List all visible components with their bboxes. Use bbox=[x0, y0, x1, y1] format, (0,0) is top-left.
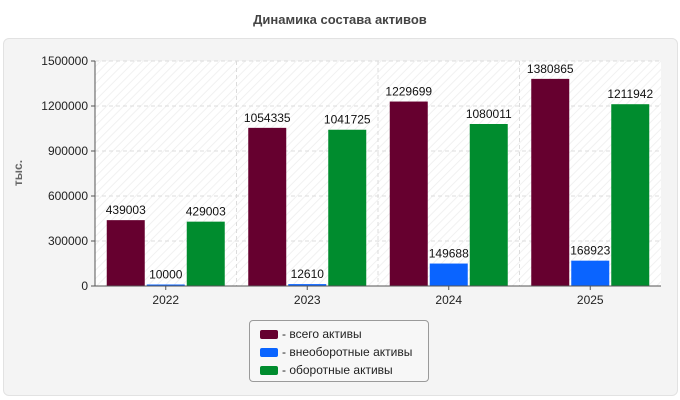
y-tick-label: 0 bbox=[81, 279, 88, 293]
bar-2023-series-2 bbox=[328, 129, 367, 286]
data-label: 429003 bbox=[186, 205, 226, 219]
data-label: 1229699 bbox=[385, 85, 432, 99]
x-tick-label: 2025 bbox=[577, 293, 604, 307]
bar-2022-series-1 bbox=[146, 284, 185, 286]
data-label: 10000 bbox=[149, 268, 183, 282]
bar-2024-series-1 bbox=[429, 263, 468, 286]
axes bbox=[94, 61, 661, 287]
legend-swatch-total bbox=[260, 329, 278, 339]
x-tick-label: 2024 bbox=[435, 293, 462, 307]
legend-swatch-current bbox=[260, 365, 278, 375]
legend-item-total-assets: - всего активы bbox=[260, 325, 428, 343]
bar-2025-series-2 bbox=[611, 104, 650, 286]
bar-2024-series-0 bbox=[389, 101, 428, 286]
bar-2025-series-0 bbox=[531, 78, 570, 287]
data-label: 1080011 bbox=[466, 107, 512, 121]
legend-label-total: - всего активы bbox=[282, 327, 362, 341]
chart-legend: - всего активы - внеоборотные активы - о… bbox=[249, 320, 429, 382]
y-tick-label: 600000 bbox=[48, 189, 88, 203]
legend-label-current: - оборотные активы bbox=[282, 363, 393, 377]
data-label: 1380865 bbox=[527, 62, 574, 76]
data-label: 1041725 bbox=[324, 113, 371, 127]
bar-2025-series-1 bbox=[571, 260, 610, 286]
bar-2023-series-0 bbox=[248, 127, 287, 286]
data-label: 12610 bbox=[291, 267, 325, 281]
legend-label-noncurrent: - внеоборотные активы bbox=[282, 345, 413, 359]
y-tick-label: 1200000 bbox=[41, 99, 88, 113]
y-tick-label: 900000 bbox=[48, 144, 88, 158]
legend-item-current-assets: - оборотные активы bbox=[260, 361, 428, 379]
x-tick-label: 2023 bbox=[294, 293, 321, 307]
data-label: 1211942 bbox=[607, 87, 653, 101]
bar-2023-series-1 bbox=[288, 284, 327, 286]
bar-2024-series-2 bbox=[469, 123, 508, 286]
y-axis-label: тыс. bbox=[11, 160, 25, 186]
data-label: 439003 bbox=[106, 203, 146, 217]
legend-swatch-noncurrent bbox=[260, 347, 278, 357]
bar-2022-series-0 bbox=[106, 220, 145, 286]
labels: 0 300000 600000 900000 1200000 1500000 439003 1… bbox=[41, 54, 653, 307]
y-tick-label: 300000 bbox=[48, 234, 88, 248]
data-label: 168923 bbox=[570, 244, 610, 258]
chart-title: Динамика состава активов bbox=[253, 12, 427, 27]
x-tick-label: 2022 bbox=[152, 293, 179, 307]
legend-item-noncurrent-assets: - внеоборотные активы bbox=[260, 343, 428, 361]
bars bbox=[106, 78, 650, 287]
y-tick-label: 1500000 bbox=[41, 54, 88, 68]
data-label: 1054335 bbox=[244, 111, 291, 125]
bar-2022-series-2 bbox=[186, 221, 225, 286]
data-label: 149688 bbox=[429, 247, 469, 261]
